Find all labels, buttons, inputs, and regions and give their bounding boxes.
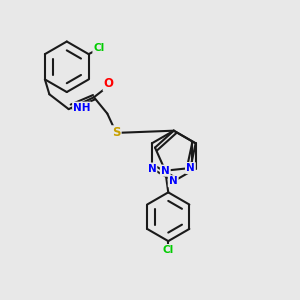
Text: Cl: Cl [93, 43, 105, 53]
Text: S: S [112, 126, 121, 140]
Text: N: N [161, 166, 170, 176]
Text: N: N [169, 176, 178, 186]
Text: N: N [186, 163, 195, 173]
Text: N: N [148, 164, 156, 174]
Text: Cl: Cl [163, 245, 174, 255]
Text: O: O [104, 77, 114, 90]
Text: NH: NH [73, 103, 91, 112]
